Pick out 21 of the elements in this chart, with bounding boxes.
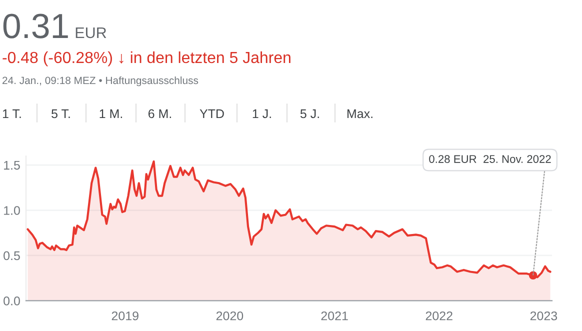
text: 5 T.	[52, 109, 70, 118]
x-tick-label: 2020	[216, 311, 244, 320]
x-tick-label: 2021	[321, 311, 348, 320]
text: 5 J.	[300, 109, 319, 118]
chart-subtitle: -0.48 (-60.28%) ↓ in den letzten 5 Jahren	[2, 51, 290, 66]
x-tick-label: 2022	[426, 311, 452, 320]
annotation: 0.28 EUR 25. Nov. 2022	[429, 155, 551, 163]
y-tick-label: 0.5	[4, 251, 20, 260]
chart-title: 0.31 EUR	[3, 14, 106, 38]
text: 1 M.	[100, 109, 122, 118]
x-tick-label: 2019	[112, 311, 138, 320]
y-tick-label: 0.0	[4, 296, 20, 306]
text: 6 M.	[148, 109, 172, 118]
text: 1 T.	[2, 109, 21, 118]
y-tick-label: 1.5	[4, 160, 20, 170]
text: 24. Jan., 09:18 MEZ • Haftungsausschluss	[2, 76, 198, 86]
text: YTD	[200, 109, 224, 118]
text: Max.	[347, 109, 372, 118]
text: 1 J.	[252, 109, 271, 118]
x-tick-label: 2023	[530, 311, 558, 320]
y-tick-label: 1.0	[4, 206, 20, 215]
